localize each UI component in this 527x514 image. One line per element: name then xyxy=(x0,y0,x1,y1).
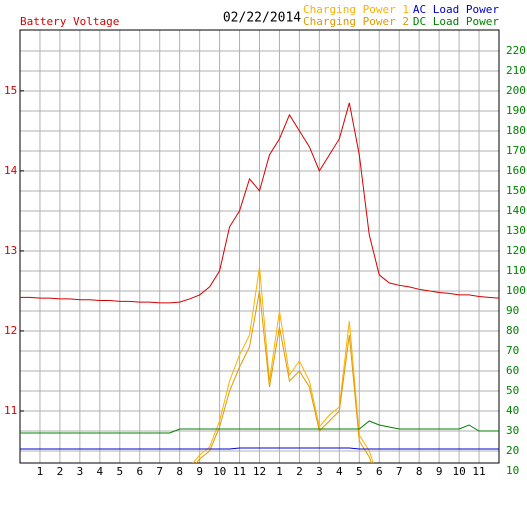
plot-border xyxy=(19,29,500,464)
y2-tick-label: 100 xyxy=(506,284,526,297)
x-tick-label: 4 xyxy=(97,465,104,478)
y2-tick-label: 130 xyxy=(506,224,526,237)
x-tick-label: 2 xyxy=(57,465,64,478)
x-tick-label: 3 xyxy=(316,465,323,478)
series-line xyxy=(20,447,499,450)
x-tick-label: 4 xyxy=(336,465,343,478)
y2-tick-label: 80 xyxy=(506,324,519,337)
x-tick-label: 11 xyxy=(472,465,485,478)
y2-tick-label: 70 xyxy=(506,344,519,357)
x-tick-label: 2 xyxy=(296,465,303,478)
x-tick-label: 5 xyxy=(356,465,363,478)
y-tick-label: 15 xyxy=(4,84,17,97)
x-tick-label: 1 xyxy=(37,465,44,478)
y2-tick-label: 20 xyxy=(506,444,519,457)
x-tick-label: 6 xyxy=(136,465,143,478)
y2-tick-label: 30 xyxy=(506,424,519,437)
x-tick-label: 3 xyxy=(77,465,84,478)
legend-entry: DC Load Power xyxy=(413,15,499,28)
x-tick-label: 12 xyxy=(253,465,266,478)
y2-tick-label: 220 xyxy=(506,44,526,57)
x-tick-label: 11 xyxy=(233,465,246,478)
y2-tick-label: 170 xyxy=(506,144,526,157)
x-tick-label: 10 xyxy=(452,465,465,478)
x-tick-label: 8 xyxy=(176,465,183,478)
x-tick-label: 7 xyxy=(396,465,403,478)
y-tick-label: 14 xyxy=(4,164,18,177)
y2-tick-label: 110 xyxy=(506,264,526,277)
y2-tick-label: 180 xyxy=(506,124,526,137)
y2-tick-label: 60 xyxy=(506,364,519,377)
y2-tick-label: 50 xyxy=(506,384,519,397)
series-line xyxy=(20,102,499,304)
y2-tick-label: 120 xyxy=(506,244,526,257)
plot-area xyxy=(20,102,499,463)
y-tick-label: 11 xyxy=(4,404,17,417)
chart-title: 02/22/2014 xyxy=(223,11,301,26)
y2-tick-label: 90 xyxy=(506,304,519,317)
y2-tick-label: 210 xyxy=(506,64,526,77)
x-tick-label: 7 xyxy=(156,465,163,478)
legend-entry: AC Load Power xyxy=(413,3,499,16)
y2-tick-label: 160 xyxy=(506,164,526,177)
legend-entry: Charging Power 2 xyxy=(303,15,409,28)
y-tick-label: 13 xyxy=(4,244,17,257)
series-line xyxy=(195,290,372,463)
x-tick-label: 10 xyxy=(213,465,226,478)
x-tick-label: 9 xyxy=(196,465,203,478)
series-line xyxy=(192,266,374,463)
y2-tick-label: 190 xyxy=(506,104,526,117)
y2-tick-label: 10 xyxy=(506,464,519,477)
y2-tick-label: 140 xyxy=(506,204,526,217)
y2-tick-label: 200 xyxy=(506,84,526,97)
series-line xyxy=(20,420,499,434)
x-tick-label: 8 xyxy=(416,465,423,478)
y2-tick-label: 150 xyxy=(506,184,526,197)
x-tick-label: 5 xyxy=(116,465,123,478)
legend-entry: Battery Voltage xyxy=(20,15,119,28)
legend-entry: Charging Power 1 xyxy=(303,3,409,16)
x-tick-label: 6 xyxy=(376,465,383,478)
y-tick-label: 12 xyxy=(4,324,17,337)
y2-tick-label: 40 xyxy=(506,404,519,417)
x-tick-label: 1 xyxy=(276,465,283,478)
x-tick-label: 9 xyxy=(436,465,443,478)
